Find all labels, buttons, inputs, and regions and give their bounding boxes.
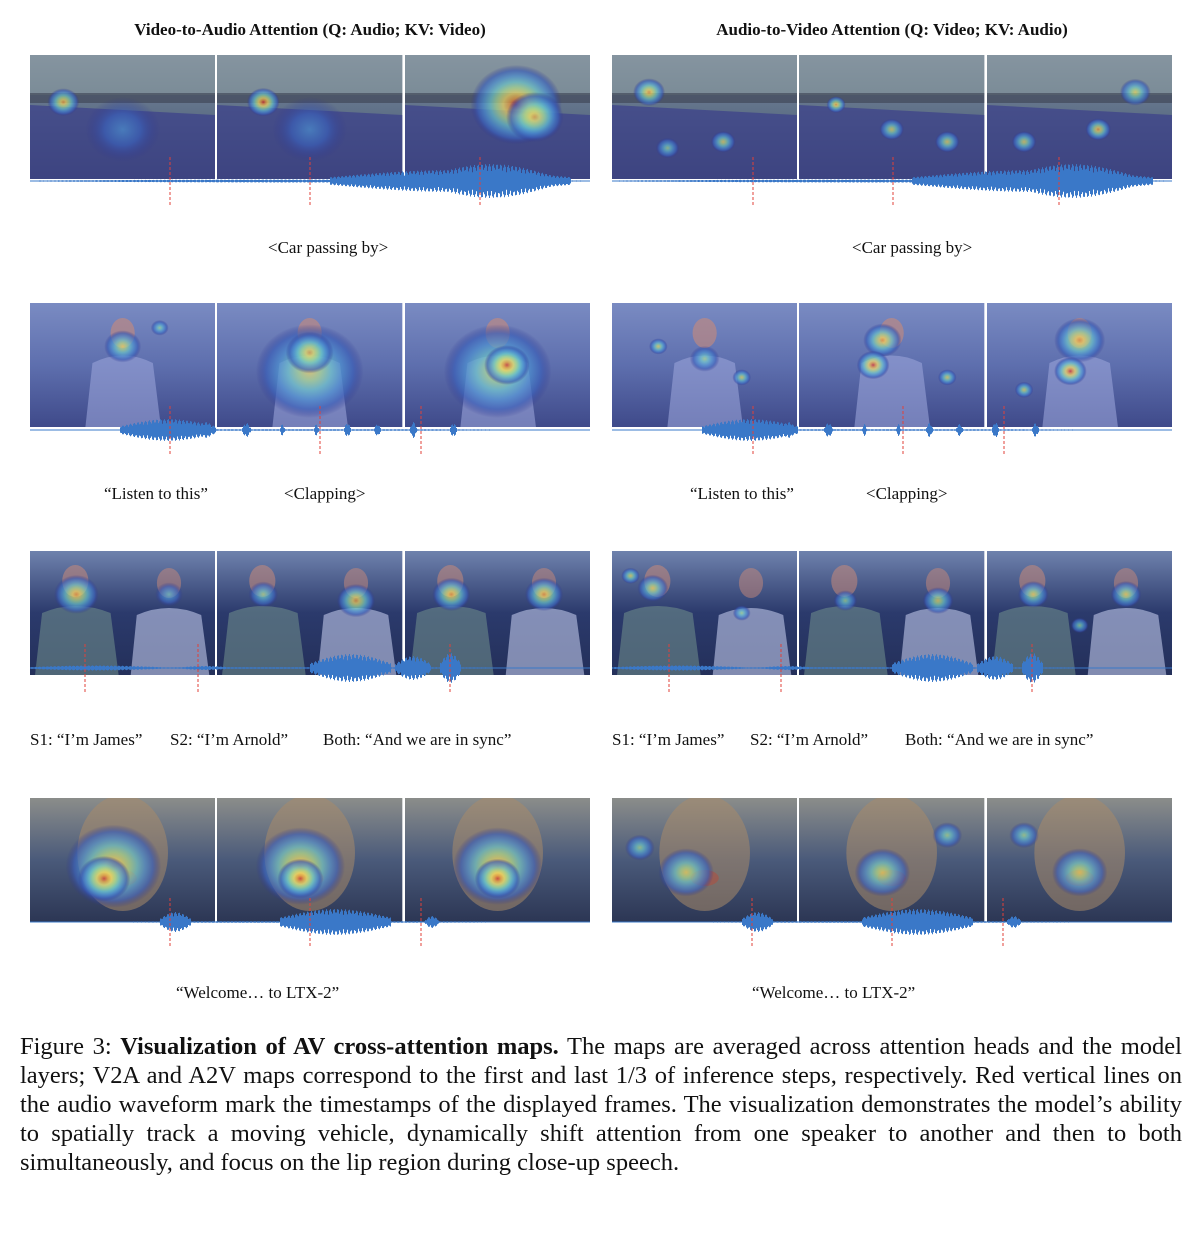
audio-event-label: S2: “I’m Arnold”	[750, 730, 869, 749]
video-frame	[217, 303, 403, 427]
video-frame	[30, 55, 216, 179]
audio-waveform	[30, 644, 590, 692]
attention-map-image	[404, 551, 590, 675]
audio-waveform	[30, 898, 590, 946]
audio-event-label: <Car passing by>	[268, 238, 389, 257]
attention-map-image	[404, 798, 590, 922]
waveform-trace	[612, 164, 1172, 198]
audio-event-label: S1: “I’m James”	[30, 730, 143, 749]
audio-event-label: Both: “And we are in sync”	[905, 730, 1094, 749]
attention-map-image	[799, 55, 985, 179]
waveform-trace	[30, 419, 590, 441]
video-frame	[986, 55, 1172, 179]
waveform-panel	[612, 638, 1172, 698]
waveform-panel	[30, 638, 590, 698]
video-frame	[986, 798, 1172, 922]
audio-event-label: S2: “I’m Arnold”	[170, 730, 289, 749]
audio-event-label: <Clapping>	[284, 484, 366, 503]
waveform-panel	[30, 151, 590, 211]
attention-map-image	[612, 303, 798, 427]
caption-body: The maps are averaged across attention h…	[20, 1033, 1182, 1176]
caption-prefix: Figure 3:	[20, 1033, 121, 1060]
audio-event-label: <Car passing by>	[852, 238, 973, 257]
attention-map-image	[612, 798, 798, 922]
attention-map-image	[799, 798, 985, 922]
attention-map-image	[217, 798, 403, 922]
video-frame	[612, 551, 798, 675]
video-frame	[30, 303, 216, 427]
audio-event-label: “Listen to this”	[690, 484, 794, 503]
video-frame	[986, 303, 1172, 427]
attention-map-image	[30, 303, 216, 427]
audio-waveform	[612, 644, 1172, 692]
audio-waveform	[612, 406, 1172, 454]
video-frame	[799, 55, 985, 179]
attention-map-image	[986, 551, 1172, 675]
video-frame	[30, 798, 216, 922]
video-frame	[404, 55, 590, 179]
attention-map-image	[30, 551, 216, 675]
video-frame	[217, 798, 403, 922]
audio-waveform	[612, 898, 1172, 946]
attention-map-image	[986, 55, 1172, 179]
frame-strip	[30, 798, 590, 922]
figure-caption: Figure 3: Visualization of AV cross-atte…	[20, 1032, 1182, 1177]
attention-map-image	[30, 55, 216, 179]
attention-map-image	[612, 551, 798, 675]
caption-title: Visualization of AV cross-attention maps…	[120, 1033, 559, 1060]
frame-strip	[30, 303, 590, 427]
audio-event-label: Both: “And we are in sync”	[323, 730, 512, 749]
video-frame	[799, 551, 985, 675]
waveform-panel	[30, 400, 590, 460]
waveform-panel	[612, 151, 1172, 211]
v2a-column-title: Video-to-Audio Attention (Q: Audio; KV: …	[134, 20, 486, 39]
frame-strip	[30, 551, 590, 675]
video-frame	[404, 551, 590, 675]
attention-map-image	[404, 55, 590, 179]
video-frame	[30, 551, 216, 675]
video-frame	[612, 303, 798, 427]
waveform-trace	[612, 419, 1172, 441]
video-frame	[217, 551, 403, 675]
audio-waveform	[30, 406, 590, 454]
video-frame	[404, 798, 590, 922]
frame-strip	[612, 55, 1172, 179]
audio-event-label: <Clapping>	[866, 484, 948, 503]
waveform-trace	[612, 653, 1172, 683]
waveform-panel	[30, 892, 590, 952]
attention-map-image	[986, 303, 1172, 427]
frame-strip	[612, 798, 1172, 922]
audio-event-label: “Welcome… to LTX-2”	[752, 983, 916, 1002]
waveform-trace	[30, 164, 590, 198]
audio-event-label: “Welcome… to LTX-2”	[176, 983, 340, 1002]
waveform-trace	[612, 909, 1172, 935]
video-frame	[799, 303, 985, 427]
a2v-column-title: Audio-to-Video Attention (Q: Video; KV: …	[716, 20, 1068, 39]
waveform-panel	[612, 892, 1172, 952]
video-frame	[799, 798, 985, 922]
attention-map-image	[986, 798, 1172, 922]
audio-waveform	[30, 157, 590, 205]
audio-event-label: S1: “I’m James”	[612, 730, 725, 749]
video-frame	[986, 551, 1172, 675]
video-frame	[404, 303, 590, 427]
attention-map-image	[799, 303, 985, 427]
waveform-trace	[30, 909, 590, 935]
waveform-trace	[30, 653, 590, 683]
attention-map-image	[404, 303, 590, 427]
audio-event-label: “Listen to this”	[104, 484, 208, 503]
attention-map-image	[217, 303, 403, 427]
frame-strip	[612, 303, 1172, 427]
video-frame	[612, 798, 798, 922]
waveform-panel	[612, 400, 1172, 460]
frame-strip	[30, 55, 590, 179]
audio-waveform	[612, 157, 1172, 205]
attention-map-image	[612, 55, 798, 179]
video-frame	[612, 55, 798, 179]
attention-map-image	[217, 551, 403, 675]
attention-map-image	[30, 798, 216, 922]
attention-map-image	[799, 551, 985, 675]
frame-strip	[612, 551, 1172, 675]
